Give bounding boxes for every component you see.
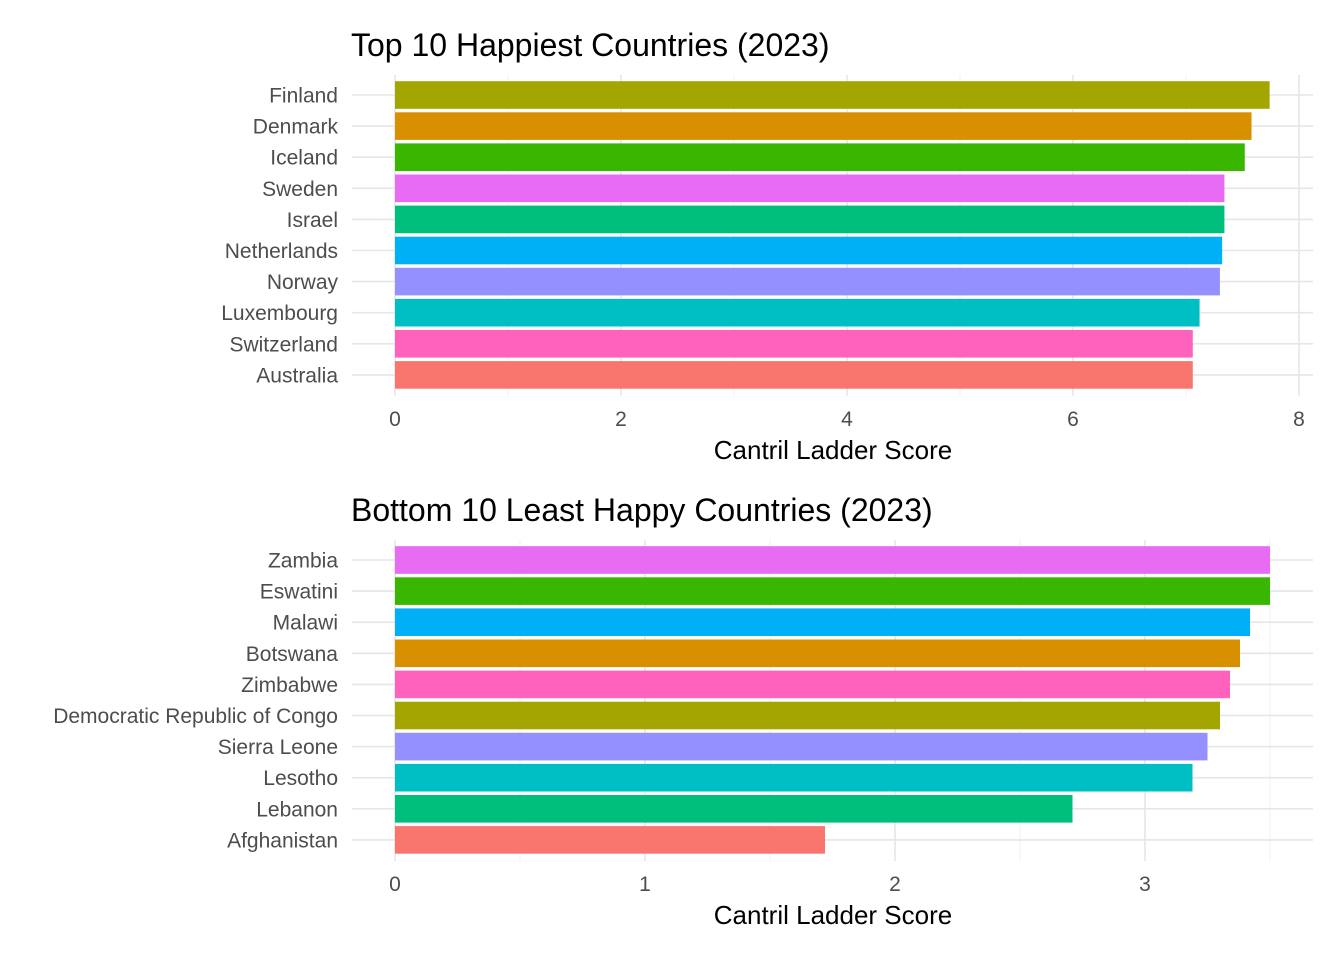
category-label: Zimbabwe: [241, 674, 338, 697]
x-tick-label: 0: [389, 873, 401, 896]
bar-zimbabwe: [395, 670, 1230, 699]
x-tick-label: 2: [615, 408, 627, 431]
x-tick-label: 3: [1139, 873, 1151, 896]
category-label: Democratic Republic of Congo: [53, 705, 338, 728]
bar-netherlands: [395, 236, 1223, 265]
bar-switzerland: [395, 330, 1193, 358]
x-tick-label: 4: [841, 408, 853, 431]
bar-luxembourg: [395, 298, 1200, 327]
bar-norway: [395, 267, 1220, 296]
category-label: Luxembourg: [221, 302, 338, 325]
x-axis-title: Cantril Ladder Score: [714, 900, 952, 930]
x-tick-label: 8: [1293, 408, 1305, 431]
bar-lebanon: [395, 795, 1073, 823]
category-label: Switzerland: [229, 333, 338, 356]
bar-finland: [395, 81, 1270, 109]
category-label: Iceland: [270, 147, 338, 170]
x-axis-ticks: 0 1 2 3: [389, 873, 1151, 896]
top-10-chart-panel: Top 10 Happiest Countries (2023) Finland…: [221, 27, 1313, 465]
bar-democratic-republic-of-congo: [395, 701, 1220, 730]
category-label: Finland: [269, 85, 338, 108]
bar-sweden: [395, 174, 1225, 203]
category-label: Sierra Leone: [218, 736, 338, 759]
category-label: Australia: [256, 364, 338, 387]
bar-denmark: [395, 112, 1252, 140]
bar-sierra-leone: [395, 732, 1208, 761]
bar-iceland: [395, 143, 1245, 171]
category-label: Lebanon: [256, 798, 338, 821]
x-tick-label: 0: [389, 408, 401, 431]
category-label: Eswatini: [260, 581, 338, 604]
category-label: Afghanistan: [227, 829, 338, 852]
x-tick-label: 2: [889, 873, 901, 896]
bar-lesotho: [395, 763, 1193, 792]
category-label: Botswana: [246, 643, 339, 666]
category-label: Zambia: [268, 550, 338, 573]
bottom-10-chart-panel: Bottom 10 Least Happy Countries (2023) Z…: [53, 492, 1313, 930]
category-label: Norway: [267, 271, 339, 294]
chart-title: Bottom 10 Least Happy Countries (2023): [351, 492, 933, 528]
category-label: Malawi: [273, 612, 338, 635]
category-label: Israel: [287, 209, 338, 232]
x-tick-label: 6: [1067, 408, 1079, 431]
category-label: Netherlands: [225, 240, 338, 263]
x-axis-title: Cantril Ladder Score: [714, 435, 952, 465]
chart-title: Top 10 Happiest Countries (2023): [351, 27, 830, 63]
category-label: Lesotho: [263, 767, 338, 790]
bar-malawi: [395, 608, 1250, 636]
bar-zambia: [395, 546, 1270, 574]
bars: [395, 546, 1270, 854]
bars: [395, 81, 1270, 389]
category-label: Denmark: [253, 116, 339, 139]
bar-afghanistan: [395, 826, 825, 854]
category-label: Sweden: [262, 178, 338, 201]
x-axis-ticks: 0 2 4 6 8: [389, 408, 1305, 431]
bar-eswatini: [395, 577, 1270, 605]
y-axis-labels: Zambia Eswatini Malawi Botswana Zimbabwe Demo…: [53, 550, 338, 853]
y-axis-labels: Finland Denmark Iceland Sweden Israel Netherl…: [221, 85, 338, 388]
bar-australia: [395, 361, 1193, 389]
bar-israel: [395, 205, 1225, 234]
x-tick-label: 1: [639, 873, 651, 896]
bar-botswana: [395, 639, 1240, 668]
